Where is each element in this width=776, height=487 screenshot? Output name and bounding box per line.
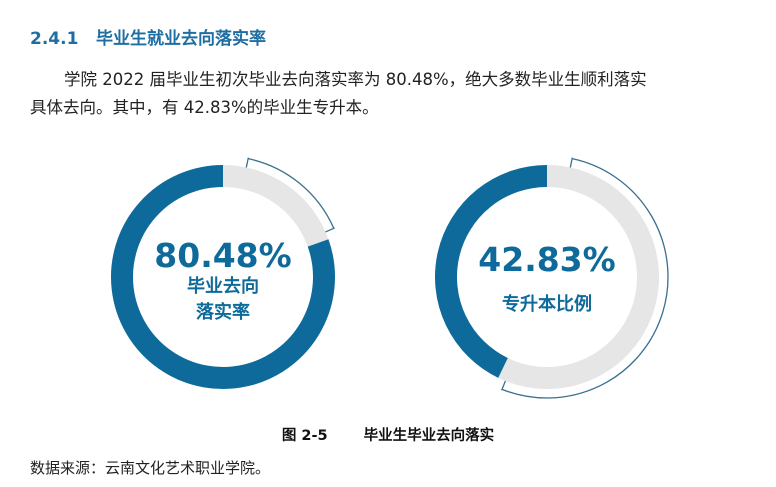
donut-chart-svg	[435, 157, 669, 399]
donut-value-label: 42.83%	[478, 240, 616, 279]
donut-separator-line	[325, 227, 335, 233]
donut-caption-line-1: 毕业去向	[187, 276, 259, 297]
donut-separator-line	[245, 157, 250, 168]
figure-title: 毕业生毕业去向落实	[363, 428, 495, 444]
donut-outer-ring	[248, 158, 335, 229]
figure-caption: 图 2-5 毕业生毕业去向落实	[0, 424, 776, 445]
donut-value-label: 80.48%	[154, 236, 292, 275]
donut-remaining-segment	[222, 165, 329, 247]
donut-remaining-segment	[498, 165, 659, 389]
section-title: 毕业生就业去向落实率	[96, 29, 266, 49]
donut-chart-employment-rate: 80.48% 毕业去向 落实率	[100, 154, 346, 400]
donut-chart-svg	[111, 157, 335, 389]
section-heading: 2.4.1 毕业生就业去向落实率	[30, 24, 266, 49]
donut-outer-ring	[501, 158, 669, 399]
section-number: 2.4.1	[30, 29, 79, 49]
donut-caption-line-2: 落实率	[196, 302, 250, 323]
figure-number: 图 2-5	[281, 428, 328, 444]
donut-caption-line-1: 专升本比例	[502, 294, 592, 315]
donut-value-segment	[111, 165, 335, 389]
data-source-note: 数据来源：云南文化艺术职业学院。	[30, 459, 271, 477]
donut-chart-upgrade-rate: 42.83% 专升本比例	[424, 154, 670, 400]
paragraph-line-1: 学院 2022 届毕业生初次毕业去向落实率为 80.48%，绝大多数毕业生顺利落…	[64, 70, 647, 89]
donut-separator-line	[569, 157, 574, 168]
donut-value-segment	[435, 165, 548, 378]
donut-separator-line	[501, 380, 506, 391]
paragraph-line-2: 具体去向。其中，有 42.83%的毕业生专升本。	[30, 98, 379, 117]
